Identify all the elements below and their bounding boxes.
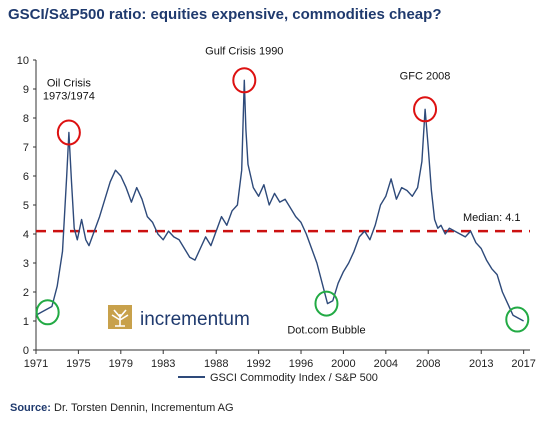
annotation-label: GFC 2008: [400, 70, 451, 82]
x-tick-label: 1983: [151, 358, 175, 370]
series-line: [35, 79, 524, 322]
annotation-marker: [35, 299, 60, 326]
annotation-label: Gulf Crisis 1990: [205, 45, 283, 57]
chart-title: GSCI/S&P500 ratio: equities expensive, c…: [8, 6, 442, 23]
source-label: Source:: [10, 402, 51, 414]
median-label: Median: 4.1: [463, 212, 520, 224]
source-text: Dr. Torsten Dennin, Incrementum AG: [54, 402, 234, 414]
x-tick-label: 2004: [374, 358, 398, 370]
y-tick-label: 0: [23, 345, 29, 357]
median-layer: Median: 4.1: [36, 212, 530, 233]
annotation-marker: [314, 290, 339, 317]
incrementum-logo: incrementum: [108, 305, 250, 330]
annotation-marker: [232, 67, 257, 94]
annotation-label: Oil Crisis: [47, 78, 91, 90]
x-tick-label: 1992: [246, 358, 270, 370]
logo-text: incrementum: [140, 309, 250, 330]
source-note: Source: Dr. Torsten Dennin, Incrementum …: [10, 402, 234, 414]
x-tick-label: 1996: [289, 358, 313, 370]
annotation-marker: [505, 306, 530, 333]
y-tick-label: 3: [23, 258, 29, 270]
y-tick-label: 8: [23, 113, 29, 125]
annotation-label: Dot.com Bubble: [287, 325, 365, 337]
x-tick-label: 1979: [109, 358, 133, 370]
x-tick-label: 2000: [331, 358, 355, 370]
y-tick-label: 5: [23, 200, 29, 212]
x-tick-label: 2017: [511, 358, 535, 370]
y-tick-label: 2: [23, 287, 29, 299]
legend-entry: GSCI Commodity Index / S&P 500: [210, 372, 378, 384]
y-tick-label: 4: [23, 229, 29, 241]
y-tick-label: 9: [23, 84, 29, 96]
axes: 0 1 2 3 4 5 6 7 8 9 10 1971 1975 1979 1983 1988 1992 1996…: [17, 55, 536, 370]
annotation-label: 1973/1974: [43, 91, 95, 103]
annotation-marker: [413, 96, 438, 123]
x-tick-label: 1971: [24, 358, 48, 370]
x-tick-label: 2013: [469, 358, 493, 370]
tree-icon: [111, 309, 129, 327]
annotation-marker: [56, 119, 81, 146]
y-tick-label: 10: [17, 55, 29, 67]
y-tick-label: 6: [23, 171, 29, 183]
y-tick-label: 7: [23, 142, 29, 154]
legend: GSCI Commodity Index / S&P 500: [178, 372, 378, 384]
series-layer: [35, 79, 524, 322]
x-tick-label: 1975: [66, 358, 90, 370]
y-tick-label: 1: [23, 316, 29, 328]
x-tick-label: 1988: [204, 358, 228, 370]
x-tick-label: 2008: [416, 358, 440, 370]
